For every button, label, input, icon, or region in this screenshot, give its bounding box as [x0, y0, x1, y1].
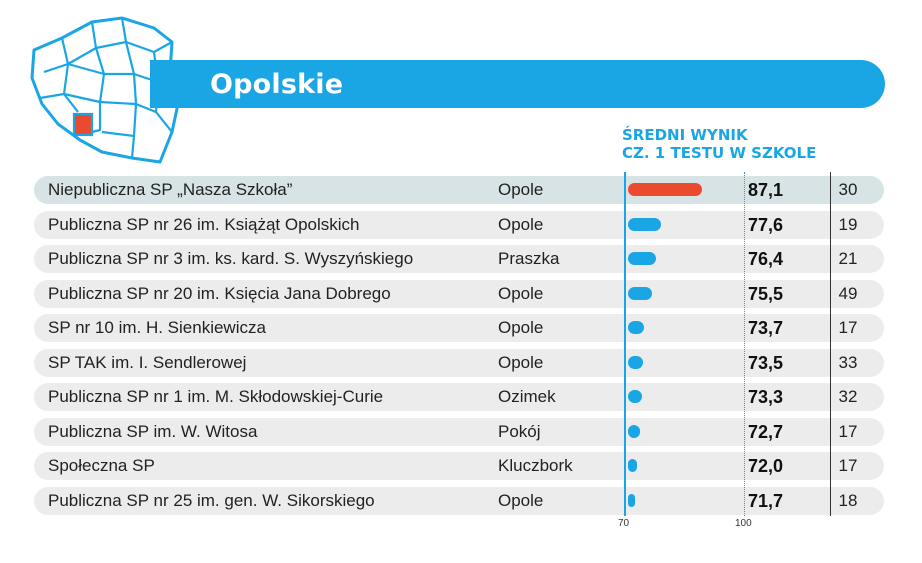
- school-city: Kluczbork: [498, 456, 573, 475]
- student-count: 49: [838, 284, 858, 303]
- score-bar: [628, 494, 636, 507]
- score-bar: [628, 356, 644, 369]
- school-city: Opole: [498, 215, 544, 234]
- student-count: 18: [838, 491, 858, 510]
- school-name: Społeczna SP: [48, 456, 155, 475]
- score-value: 87,1: [748, 180, 784, 200]
- school-city: Opole: [498, 180, 544, 199]
- school-city: Opole: [498, 318, 544, 337]
- score-bar: [628, 287, 652, 300]
- axis-line-100: [744, 172, 745, 516]
- table-row: Niepubliczna SP „Nasza Szkoła” Opole 87,1 3…: [34, 176, 884, 204]
- school-city: Ozimek: [498, 387, 556, 406]
- score-value: 73,3: [748, 387, 784, 407]
- table-row: Publiczna SP nr 1 im. M. Skłodowskiej-Cu…: [34, 383, 884, 411]
- score-bar: [628, 390, 643, 403]
- score-bar: [628, 425, 640, 438]
- table-row: Społeczna SP Kluczbork 72,0 17: [34, 452, 884, 480]
- column-header-line2: CZ. 1 TESTU W SZKOLE: [622, 144, 817, 162]
- table-row: SP nr 10 im. H. Sienkiewicza Opole 73,7 17: [34, 314, 884, 342]
- column-header: ŚREDNI WYNIK CZ. 1 TESTU W SZKOLE: [622, 126, 882, 162]
- student-count: 21: [838, 249, 858, 268]
- school-name: Publiczna SP nr 3 im. ks. kard. S. Wyszy…: [48, 249, 414, 268]
- student-count: 17: [838, 456, 858, 475]
- score-value: 76,4: [748, 249, 784, 269]
- column-header-line1: ŚREDNI WYNIK: [622, 126, 748, 144]
- school-name: Publiczna SP nr 26 im. Książąt Opolskich: [48, 215, 360, 234]
- school-name: Publiczna SP nr 1 im. M. Skłodowskiej-Cu…: [48, 387, 384, 406]
- table-row: Publiczna SP nr 25 im. gen. W. Sikorskie…: [34, 487, 884, 515]
- opolskie-region-marker: [72, 112, 94, 137]
- score-value: 71,7: [748, 491, 784, 511]
- score-bar: [628, 459, 637, 472]
- table-row: Publiczna SP nr 20 im. Księcia Jana Dobr…: [34, 280, 884, 308]
- score-bar: [628, 183, 702, 196]
- score-value: 75,5: [748, 284, 784, 304]
- score-bar: [628, 218, 661, 231]
- table-row: Publiczna SP im. W. Witosa Pokój 72,7 17: [34, 418, 884, 446]
- student-count: 32: [838, 387, 858, 406]
- score-value: 77,6: [748, 215, 784, 235]
- school-city: Pokój: [498, 422, 541, 441]
- school-city: Praszka: [498, 249, 560, 268]
- school-name: Publiczna SP im. W. Witosa: [48, 422, 258, 441]
- student-count: 33: [838, 353, 858, 372]
- school-city: Opole: [498, 353, 544, 372]
- score-value: 73,7: [748, 318, 784, 338]
- student-count: 30: [838, 180, 858, 199]
- table-row: SP TAK im. I. Sendlerowej Opole 73,5 33: [34, 349, 884, 377]
- school-city: Opole: [498, 491, 544, 510]
- school-name: Publiczna SP nr 20 im. Księcia Jana Dobr…: [48, 284, 391, 303]
- chart-title: Opolskie: [210, 69, 344, 100]
- table-row: Publiczna SP nr 3 im. ks. kard. S. Wyszy…: [34, 245, 884, 273]
- student-count: 17: [838, 422, 858, 441]
- score-value: 72,0: [748, 456, 784, 476]
- score-value: 73,5: [748, 353, 784, 373]
- score-value: 72,7: [748, 422, 784, 442]
- axis-line-70: [624, 172, 626, 516]
- student-count: 17: [838, 318, 858, 337]
- column-divider: [830, 172, 831, 516]
- score-bar: [628, 252, 656, 265]
- x-tick-label-100: 100: [735, 518, 752, 529]
- title-banner: [150, 60, 885, 108]
- school-name: Niepubliczna SP „Nasza Szkoła”: [48, 180, 293, 199]
- x-tick-label-70: 70: [618, 518, 630, 529]
- score-bar: [628, 321, 644, 334]
- school-name: SP TAK im. I. Sendlerowej: [48, 353, 247, 372]
- school-name: Publiczna SP nr 25 im. gen. W. Sikorskie…: [48, 491, 375, 510]
- school-city: Opole: [498, 284, 544, 303]
- student-count: 19: [838, 215, 858, 234]
- table-row: Publiczna SP nr 26 im. Książąt Opolskich…: [34, 211, 884, 239]
- school-name: SP nr 10 im. H. Sienkiewicza: [48, 318, 266, 337]
